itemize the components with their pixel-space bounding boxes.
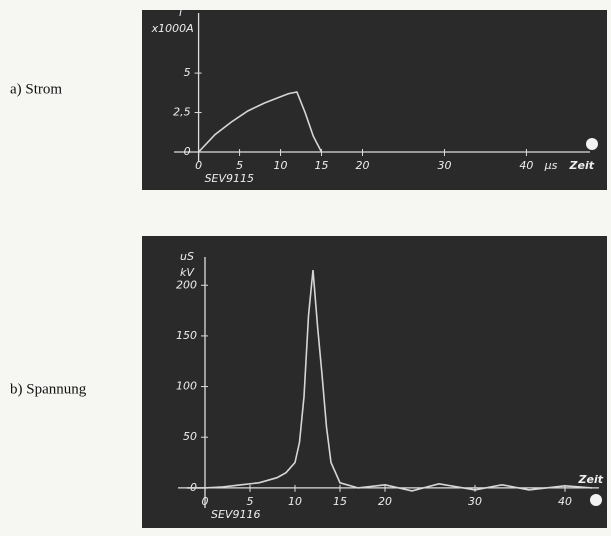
- marker-dot: [586, 138, 598, 150]
- y-label: i: [179, 6, 182, 19]
- x-tick-label: 30: [468, 495, 482, 508]
- y-unit: kV: [180, 266, 195, 279]
- panel-label: a) Strom: [10, 81, 62, 97]
- x-tick-label: 40: [519, 159, 533, 172]
- x-tick-label: 0: [202, 495, 209, 508]
- x-tick-label: 30: [437, 159, 451, 172]
- x-label: Zeit: [578, 473, 604, 486]
- y-tick-label: 100: [176, 380, 197, 393]
- y-tick-label: 2,5: [173, 106, 191, 119]
- data-line: [187, 270, 593, 492]
- x-tick-label: 0: [195, 159, 202, 172]
- y-tick-label: 200: [176, 278, 197, 291]
- annotation: SEV9116: [211, 508, 260, 521]
- y-unit: x1000A: [151, 22, 194, 35]
- x-tick-label: 5: [247, 495, 254, 508]
- annotation: SEV9115: [205, 172, 254, 185]
- x-tick-label: 40: [558, 495, 572, 508]
- x-tick-label: 5: [236, 159, 243, 172]
- x-tick-label: 15: [333, 495, 347, 508]
- y-label: uS: [180, 250, 194, 263]
- x-unit: µs: [544, 159, 558, 172]
- x-tick-label: 15: [315, 159, 329, 172]
- x-tick-label: 20: [356, 159, 370, 172]
- panel-label: b) Spannung: [10, 381, 87, 397]
- x-tick-label: 10: [288, 495, 302, 508]
- x-tick-label: 20: [378, 495, 392, 508]
- y-tick-label: 0: [184, 145, 191, 158]
- data-line: [198, 91, 323, 153]
- y-tick-label: 150: [176, 329, 197, 342]
- marker-dot: [590, 494, 602, 506]
- x-label: Zeit: [569, 159, 595, 172]
- y-tick-label: 5: [184, 66, 191, 79]
- x-tick-label: 10: [274, 159, 288, 172]
- panel-b: [142, 236, 607, 528]
- y-tick-label: 50: [183, 430, 197, 443]
- panel-a: [142, 10, 607, 190]
